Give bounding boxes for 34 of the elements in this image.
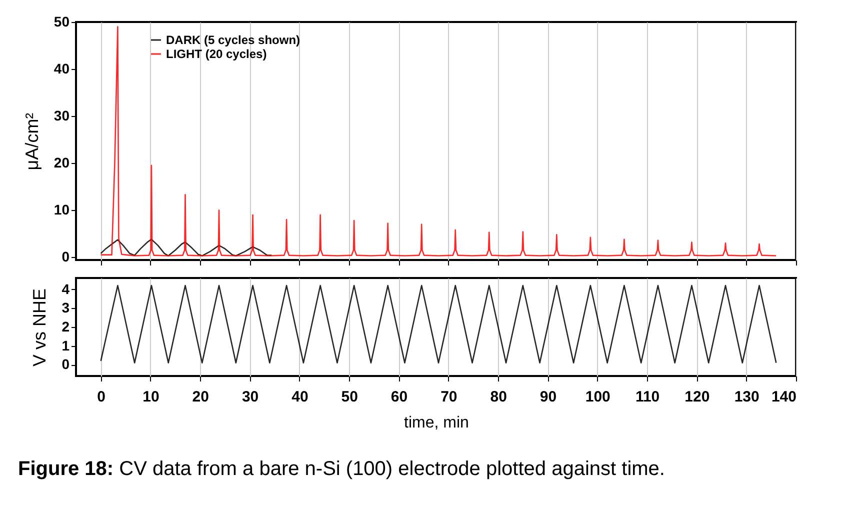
y-tick-label: 40 [54,60,70,77]
x-tick-label: 100 [585,388,610,406]
x-tick-label: 140 [771,388,796,406]
legend-label: LIGHT (20 cycles) [166,47,267,61]
y-tick-label: 0 [62,248,70,265]
x-axis-title: time, min [404,414,469,432]
y-tick-label: 3 [62,300,70,316]
x-tick-label: 120 [684,388,710,406]
y-tick-label: 4 [62,280,70,297]
x-tick-label: 60 [390,388,408,406]
caption: Figure 18: CV data from a bare n-Si (100) electrode plotted against time. [18,458,666,481]
x-tick-label: 90 [540,388,557,406]
legend-label: DARK (5 cycles shown) [166,33,300,47]
x-tick-label: 0 [97,388,106,406]
x-tick-label: 80 [490,388,507,406]
y-tick-label: 10 [54,202,70,218]
x-tick-label: 110 [635,388,660,406]
x-tick-label: 20 [192,388,209,406]
x-tick-label: 40 [292,388,308,406]
y-tick-label: 2 [62,318,70,334]
y-tick-label: 1 [62,337,70,354]
x-tick-label: 130 [734,388,760,406]
y-tick-label: 20 [54,154,70,171]
y-axis-title: V vs NHE [30,288,50,367]
y-tick-label: 50 [54,14,70,30]
line-series [100,238,272,256]
y-tick-label: 0 [62,356,70,372]
x-tick-label: 10 [142,388,160,406]
x-tick-label: 30 [242,388,259,406]
x-tick-label: 70 [440,388,458,406]
line-series [100,26,777,256]
y-axis-title: μA/cm² [22,112,42,170]
y-tick-label: 30 [54,108,70,124]
x-tick-label: 50 [341,388,358,406]
